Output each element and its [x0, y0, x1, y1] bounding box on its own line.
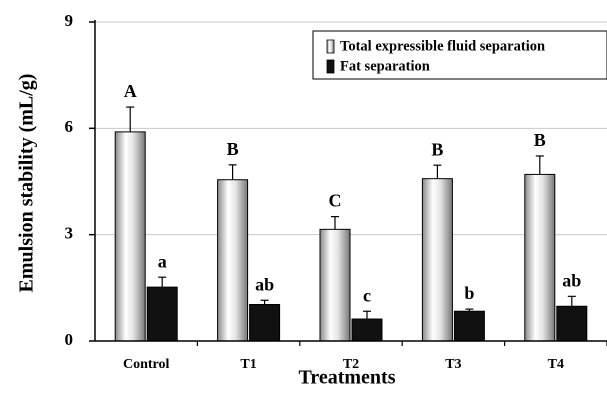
bar-total-Control	[114, 131, 146, 342]
significance-letter-total-T3: B	[431, 139, 443, 159]
y-tick-label-1: 3	[65, 224, 74, 243]
x-axis-title: Treatments	[298, 367, 395, 389]
legend-label-fat: Fat separation	[340, 58, 430, 74]
y-axis-title: Emulsion stability (mL/g)	[16, 74, 38, 293]
significance-letter-fat-Control: a	[158, 251, 167, 271]
significance-letter-total-T4: B	[534, 130, 546, 150]
x-tick-label-T1: T1	[240, 357, 256, 372]
x-tick-label-T3: T3	[445, 357, 461, 372]
y-tick-label-0: 0	[65, 330, 74, 349]
axis-ticks: 0 3 6 9 Control T1 T2 T3 T4	[65, 11, 607, 372]
legend-box	[312, 30, 607, 80]
significance-letter-fat-T3: b	[464, 283, 474, 303]
y-tick-label-2: 6	[65, 117, 74, 136]
bar-fat-T2	[351, 318, 383, 342]
legend-swatch-total	[326, 39, 335, 54]
legend-swatch-fat	[326, 59, 335, 74]
bar-fat-T4	[556, 305, 588, 342]
gridlines	[95, 21, 607, 236]
bar-total-T3	[421, 178, 453, 342]
bar-total-T1	[217, 179, 249, 342]
y-tick-label-3: 9	[65, 11, 74, 30]
legend-label-total: Total expressible fluid separation	[340, 38, 545, 54]
axes	[94, 20, 607, 342]
x-tick-label-T4: T4	[548, 357, 564, 372]
bar-fat-Control	[146, 286, 178, 342]
significance-letter-fat-T2: c	[363, 285, 371, 305]
significance-letter-total-T1: B	[227, 139, 239, 159]
bar-fat-T3	[453, 310, 485, 342]
x-tick-label-T2: T2	[343, 357, 359, 372]
significance-letter-fat-T1: ab	[255, 274, 274, 294]
legend: Total expressible fluid separation Fat s…	[312, 30, 607, 80]
significance-letter-total-T2: C	[329, 191, 342, 211]
bar-total-T2	[319, 228, 351, 342]
bar-total-T4	[524, 173, 556, 342]
bar-fat-T1	[249, 303, 281, 342]
x-tick-label-Control: Control	[123, 357, 170, 372]
significance-letter-total-Control: A	[124, 81, 137, 101]
bars: Aa Bab Cc Bb Bab	[114, 81, 588, 342]
significance-letter-fat-T4: ab	[562, 270, 581, 290]
